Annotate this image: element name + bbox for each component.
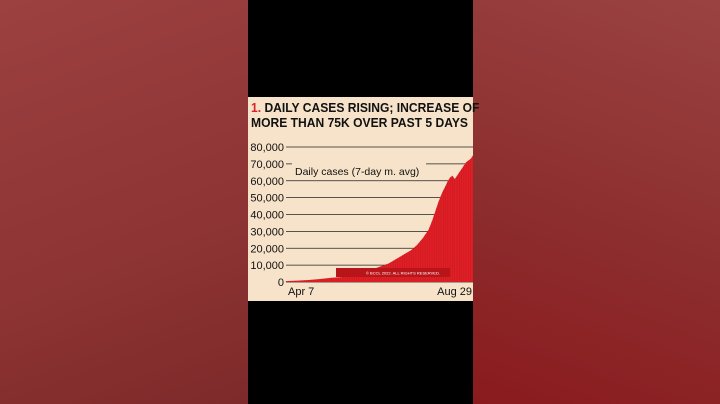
y-tick-label: 20,000: [250, 243, 284, 255]
background-left-panel: [0, 0, 248, 404]
y-tick-label: 0: [278, 277, 284, 289]
x-tick-label: Apr 7: [288, 286, 314, 298]
y-tick-label: 40,000: [250, 210, 284, 222]
chart-card: 1. DAILY CASES RISING; INCREASE OF MORE …: [248, 97, 479, 301]
chart-title: 1. DAILY CASES RISING; INCREASE OF MORE …: [251, 101, 479, 131]
background-right-panel: [473, 0, 720, 404]
series-label: Daily cases (7-day m. avg): [295, 166, 419, 178]
area-chart: 80,000 70,000 60,000 50,000 40,000 30,000 20,0…: [250, 142, 473, 298]
series-label-bg: [292, 163, 426, 179]
copyright-notice: © BCCL 2022. ALL RIGHTS RESERVED.: [366, 271, 440, 276]
y-tick-label: 30,000: [250, 226, 284, 238]
x-tick-label: Aug 29: [437, 286, 472, 298]
x-axis-ticks: Apr 7 Aug 29: [288, 286, 472, 298]
y-tick-label: 10,000: [250, 260, 284, 272]
y-tick-label: 80,000: [250, 142, 284, 154]
y-tick-label: 60,000: [250, 176, 284, 188]
y-axis-ticks: 80,000 70,000 60,000 50,000 40,000 30,000 20,0…: [250, 142, 284, 289]
daily-cases-area: [286, 155, 473, 282]
y-tick-label: 50,000: [250, 193, 284, 205]
title-line-1: DAILY CASES RISING; INCREASE OF: [264, 101, 480, 115]
series-label-group: Daily cases (7-day m. avg): [292, 163, 426, 179]
y-tick-label: 70,000: [250, 159, 284, 171]
copyright-bg: [336, 268, 450, 277]
title-line-2: MORE THAN 75K OVER PAST 5 DAYS: [251, 116, 469, 130]
title-number: 1.: [251, 101, 262, 115]
daily-cases-bars: [285, 155, 473, 282]
